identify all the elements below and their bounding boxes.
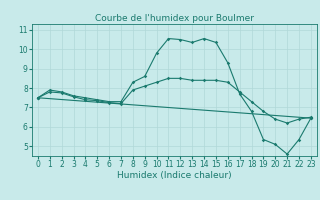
X-axis label: Humidex (Indice chaleur): Humidex (Indice chaleur) xyxy=(117,171,232,180)
Title: Courbe de l'humidex pour Boulmer: Courbe de l'humidex pour Boulmer xyxy=(95,14,254,23)
